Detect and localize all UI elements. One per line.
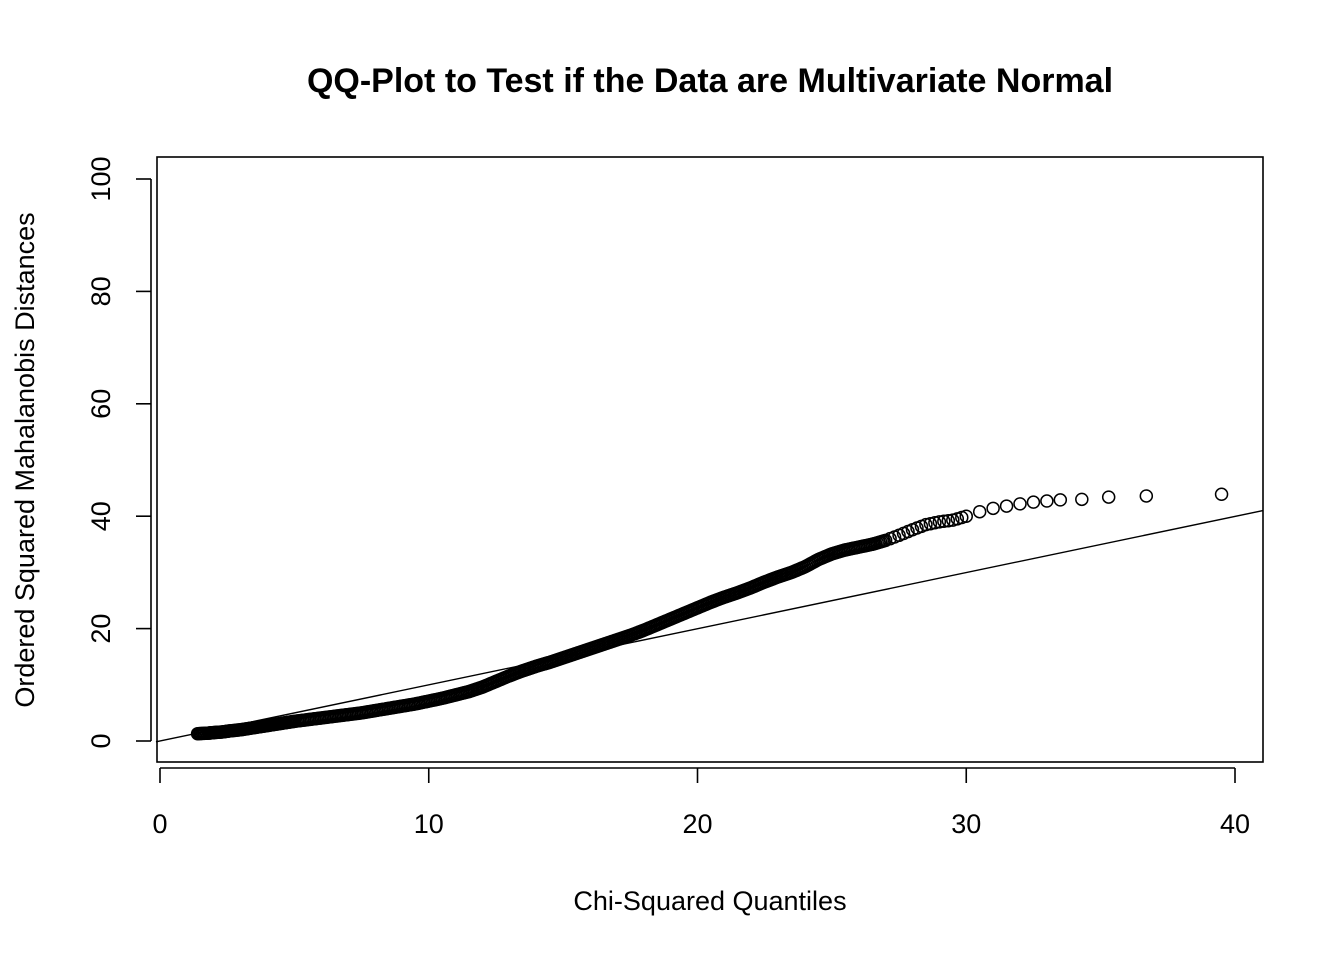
y-axis-label: Ordered Squared Mahalanobis Distances <box>10 212 40 707</box>
y-tick-label: 60 <box>86 389 116 419</box>
x-tick-label: 10 <box>414 809 444 839</box>
x-tick-label: 40 <box>1220 809 1250 839</box>
data-point <box>1026 495 1041 509</box>
y-tick-label: 20 <box>86 614 116 644</box>
data-point <box>1075 492 1089 507</box>
data-point <box>986 501 1000 516</box>
data-point <box>1013 497 1027 511</box>
reference-line <box>155 509 1264 743</box>
data-point <box>1101 490 1116 504</box>
data-point <box>932 515 947 529</box>
x-tick-label: 20 <box>682 809 712 839</box>
data-point <box>923 516 938 531</box>
data-point <box>1040 494 1054 508</box>
x-axis-label: Chi-Squared Quantiles <box>573 886 846 916</box>
x-tick-label: 0 <box>152 809 167 839</box>
data-point <box>937 514 951 529</box>
data-point <box>999 499 1014 513</box>
data-point <box>919 517 933 532</box>
x-tick-label: 30 <box>951 809 981 839</box>
reference-line-group <box>155 509 1264 743</box>
y-axis: 0 20 40 60 80 100 <box>86 156 152 749</box>
y-tick-label: 0 <box>86 733 116 748</box>
data-point <box>972 504 987 519</box>
data-point <box>1053 493 1068 507</box>
y-tick-label: 100 <box>86 156 116 201</box>
y-tick-label: 80 <box>86 276 116 306</box>
data-point <box>1214 487 1229 502</box>
chart-title: QQ-Plot to Test if the Data are Multivar… <box>307 62 1113 100</box>
y-tick-label: 40 <box>86 501 116 531</box>
data-points-group <box>190 487 1229 741</box>
plot-frame <box>156 156 1264 763</box>
data-point <box>959 509 973 523</box>
x-axis: 0 10 20 30 40 <box>152 767 1250 839</box>
data-point <box>1139 489 1154 503</box>
data-point <box>941 513 956 528</box>
data-point <box>928 516 942 530</box>
